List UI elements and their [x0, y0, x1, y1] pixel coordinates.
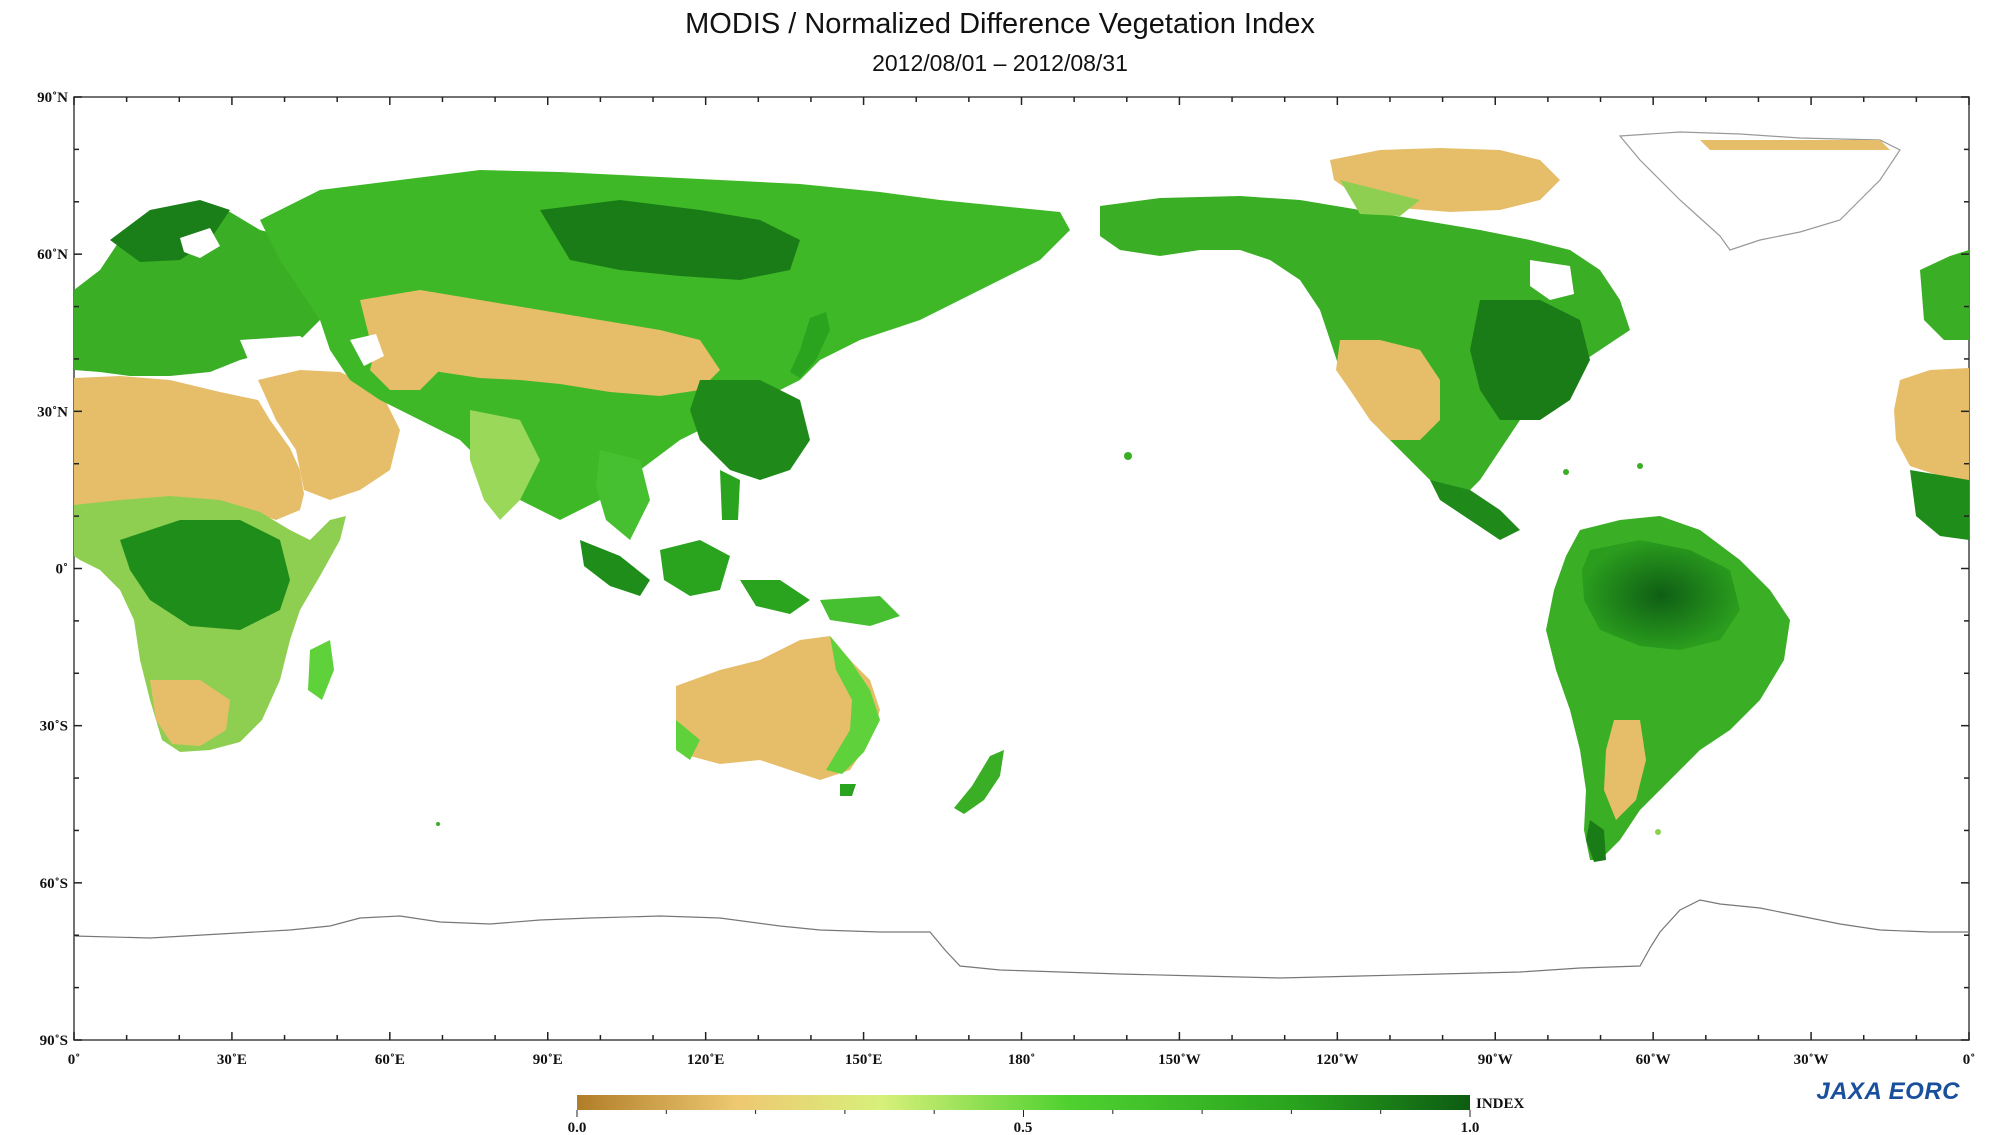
- longitude-label: 30˚W: [1794, 1052, 1829, 1068]
- jaxa-logo-mark: JAXA: [1816, 1078, 1882, 1105]
- latitude-label: 60˚N: [37, 247, 68, 263]
- greenland: [1618, 131, 1901, 251]
- new-zealand: [954, 750, 1004, 814]
- colorbar-label: INDEX: [1476, 1096, 1525, 1112]
- europe: [74, 200, 340, 376]
- eorc-logo-text: EORC: [1888, 1078, 1960, 1105]
- map-title: MODIS / Normalized Difference Vegetation…: [685, 8, 1315, 40]
- longitude-label: 0˚: [68, 1052, 81, 1068]
- longitude-label: 90˚E: [533, 1052, 563, 1068]
- pacific-islands: [436, 452, 1661, 835]
- map-subtitle: 2012/08/01 – 2012/08/31: [872, 50, 1128, 76]
- maritime-southeast-asia: [580, 470, 900, 626]
- arctic-canada: [1330, 148, 1560, 216]
- australia: [676, 636, 880, 796]
- colorbar: INDEX 0.0 0.5 1.0: [568, 1095, 1525, 1135]
- antarctica-outline: [73, 899, 1969, 979]
- longitude-label: 90˚W: [1478, 1052, 1513, 1068]
- jaxa-eorc-logo: JAXA EORC: [1816, 1078, 1960, 1106]
- latitude-label: 30˚S: [40, 719, 68, 735]
- latitude-label: 90˚S: [40, 1033, 68, 1049]
- longitude-label: 60˚W: [1636, 1052, 1671, 1068]
- longitude-label: 150˚E: [845, 1052, 883, 1068]
- arabia: [258, 370, 400, 500]
- longitude-label: 180˚: [1008, 1052, 1036, 1068]
- japan: [790, 312, 830, 378]
- colorbar-tick-min: 0.0: [568, 1120, 587, 1135]
- asia: [260, 170, 1070, 540]
- longitude-label: 0˚: [1963, 1052, 1976, 1068]
- colorbar-gradient: [577, 1095, 1470, 1110]
- longitude-label: 150˚W: [1158, 1052, 1201, 1068]
- longitude-label: 30˚E: [217, 1052, 247, 1068]
- latitude-label: 0˚: [56, 562, 69, 578]
- latitude-label: 60˚S: [40, 876, 68, 892]
- longitude-label: 60˚E: [375, 1052, 405, 1068]
- axis-ticks: [73, 96, 1970, 1041]
- longitude-label: 120˚W: [1316, 1052, 1359, 1068]
- latitude-label: 90˚N: [37, 90, 68, 106]
- south-america: [1546, 516, 1790, 862]
- west-africa-wrap: [1894, 250, 1969, 540]
- longitude-label: 120˚E: [687, 1052, 725, 1068]
- north-america: [1100, 196, 1630, 540]
- longitude-labels: 0˚ 30˚E 60˚E 90˚E 120˚E 150˚E 180˚ 150˚W 120˚W 90…: [68, 1052, 1976, 1068]
- colorbar-ticks: [576, 1110, 1471, 1117]
- colorbar-tick-max: 1.0: [1461, 1120, 1480, 1135]
- colorbar-tick-mid: 0.5: [1014, 1120, 1033, 1135]
- latitude-labels: 90˚N 60˚N 30˚N 0˚ 30˚S 60˚S 90˚S: [37, 90, 68, 1049]
- greenland-coast: [1700, 140, 1890, 150]
- africa: [74, 376, 346, 752]
- latitude-label: 30˚N: [37, 404, 68, 420]
